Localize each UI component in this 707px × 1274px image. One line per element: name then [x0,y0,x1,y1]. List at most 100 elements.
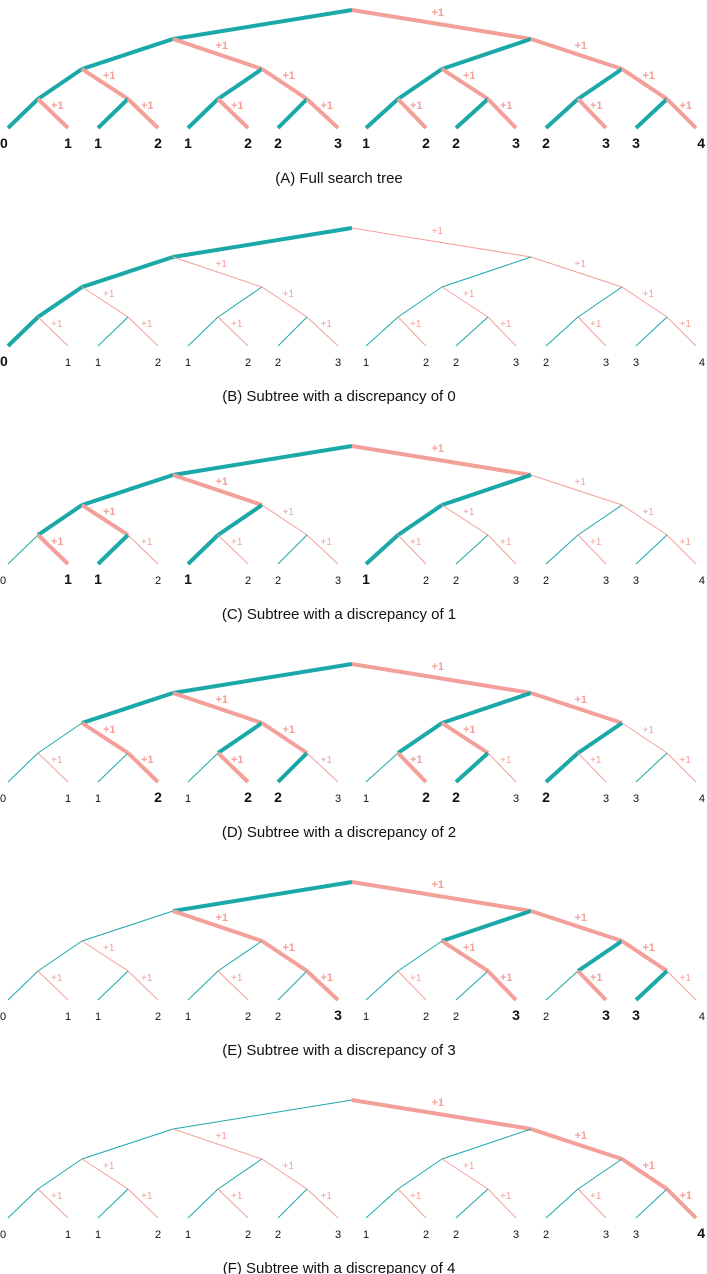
right-branch-edge [351,880,532,913]
leaf-value: 1 [185,357,191,369]
leaf-value: 2 [423,357,429,369]
leaf-value: 2 [453,575,459,587]
right-branch-edge [621,722,668,754]
increment-label: +1 [103,70,116,82]
increment-label: +1 [590,319,602,330]
right-branch-edge [172,909,263,943]
leaf-value: 3 [603,793,609,805]
left-branch-edge [187,752,219,783]
left-branch-edge [455,1188,489,1219]
left-branch-edge [544,751,580,784]
right-branch-edge [530,474,623,506]
leaf-value: 4 [699,575,705,587]
left-branch-edge [397,286,443,318]
right-branch-edge [261,286,308,318]
left-branch-edge [396,503,444,537]
increment-label: +1 [463,724,476,736]
leaf-value: 1 [362,135,370,151]
right-branch-edge [217,534,249,565]
right-branch-edge [80,503,130,537]
increment-label: +1 [643,725,655,736]
right-branch-edge [80,67,130,101]
right-branch-edge [351,8,532,41]
left-branch-edge [81,1128,174,1160]
right-branch-edge [666,970,697,1001]
right-branch-edge [666,316,697,347]
left-branch-edge [545,316,579,347]
left-branch-edge [441,1128,532,1160]
leaf-value: 3 [512,1007,520,1023]
panel-caption: (B) Subtree with a discrepancy of 0 [222,388,455,405]
increment-label: +1 [321,319,333,330]
increment-label: +1 [680,973,692,984]
right-branch-edge [126,751,160,784]
leaf-value: 4 [697,135,705,151]
increment-label: +1 [216,259,228,270]
left-branch-edge [36,285,84,319]
leaf-value: 3 [335,1229,341,1241]
left-branch-edge [172,1099,353,1130]
right-branch-edge [487,316,517,347]
leaf-value: 2 [155,1229,161,1241]
left-branch-edge [217,286,263,318]
left-branch-edge [277,970,308,1001]
leaf-value: 3 [334,1007,342,1023]
right-branch-edge [621,286,668,318]
increment-label: +1 [410,319,422,330]
leaf-value: 2 [274,789,282,805]
leaf-value: 2 [275,1011,281,1023]
increment-label: +1 [231,537,243,548]
leaf-value: 1 [363,793,369,805]
right-branch-edge [620,939,669,973]
left-branch-edge [441,909,532,943]
increment-label: +1 [500,972,513,984]
right-branch-edge [260,939,309,973]
increment-label: +1 [575,694,588,706]
left-branch-edge [577,286,623,318]
right-branch-edge [305,969,340,1002]
increment-label: +1 [141,100,154,112]
leaf-value: 2 [274,135,282,151]
leaf-value: 2 [452,135,460,151]
increment-label: +1 [321,1191,333,1202]
right-branch-edge [666,752,697,783]
left-branch-edge [441,256,532,288]
increment-label: +1 [231,100,244,112]
increment-label: +1 [51,973,63,984]
right-branch-edge [487,752,517,783]
left-branch-edge [97,752,129,783]
left-branch-edge [96,533,130,566]
increment-label: +1 [500,755,512,766]
leaf-value: 0 [0,353,8,369]
left-branch-edge [577,504,623,536]
leaf-value: 1 [184,135,192,151]
right-branch-edge [577,1188,607,1219]
left-branch-edge [277,316,308,347]
right-branch-edge [216,751,250,784]
right-branch-edge [665,97,698,130]
panel-caption: (F) Subtree with a discrepancy of 4 [223,1260,456,1274]
right-branch-edge [351,662,532,695]
increment-label: +1 [575,1130,588,1142]
leaf-value: 4 [699,357,705,369]
left-branch-edge [172,226,353,259]
left-branch-edge [455,534,489,565]
left-branch-edge [216,67,264,101]
increment-label: +1 [283,289,295,300]
left-branch-edge [634,969,669,1002]
left-branch-edge [172,880,353,913]
right-branch-edge [440,721,490,755]
left-branch-edge [364,533,400,566]
right-branch-edge [530,37,623,71]
leaf-value: 1 [95,1229,101,1241]
increment-label: +1 [432,443,445,455]
increment-label: +1 [410,973,422,984]
leaf-value: 3 [334,135,342,151]
leaf-value: 2 [245,1011,251,1023]
right-branch-edge [441,504,489,536]
left-branch-edge [6,97,40,130]
right-branch-edge [530,691,623,725]
increment-label: +1 [141,319,153,330]
right-branch-edge [36,533,70,566]
left-branch-edge [217,940,263,972]
